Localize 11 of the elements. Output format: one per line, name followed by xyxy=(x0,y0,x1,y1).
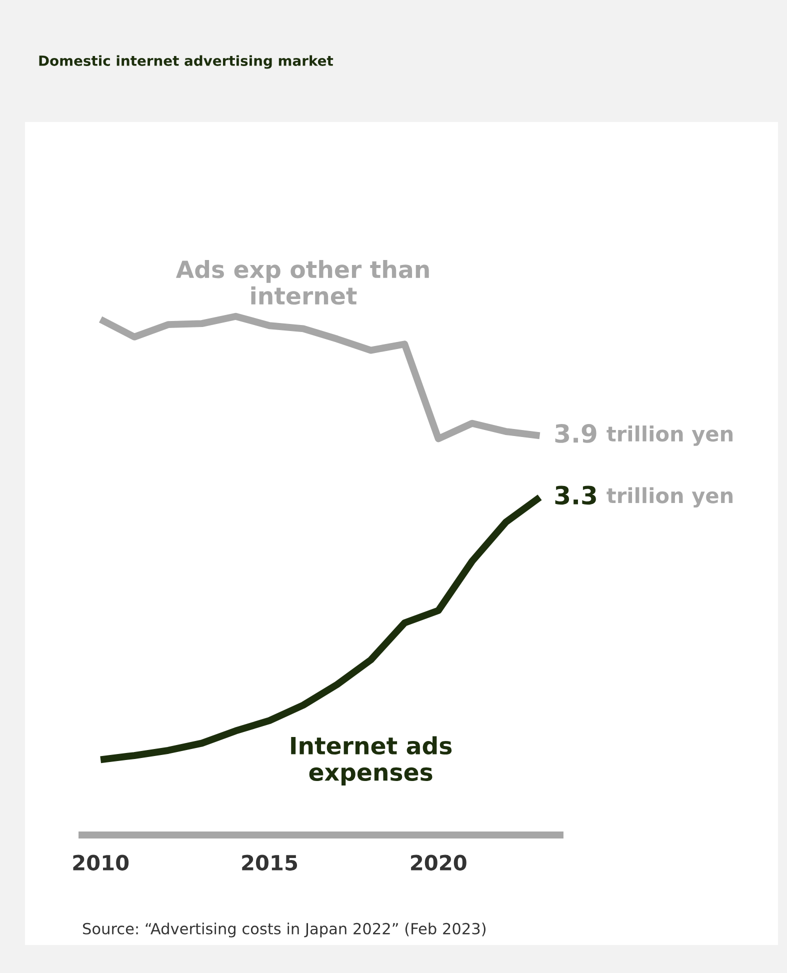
text: trillion yen xyxy=(606,487,733,508)
x-tick-label: 2020 xyxy=(411,854,466,871)
data-label: 3.3 xyxy=(555,486,596,505)
x-tick-label: 2010 xyxy=(73,854,129,871)
chart-title: Domestic internet advertising market xyxy=(39,55,334,69)
source-note: Source: “Advertising costs in Japan 2022” (Feb 2023) xyxy=(83,922,486,938)
x-tick-label: 2015 xyxy=(242,854,298,871)
data-label: 3.9 xyxy=(555,424,596,443)
series-label: Internet ads expenses xyxy=(291,736,452,786)
text: trillion yen xyxy=(606,426,733,446)
series-label: Ads exp other than internet xyxy=(176,260,429,305)
